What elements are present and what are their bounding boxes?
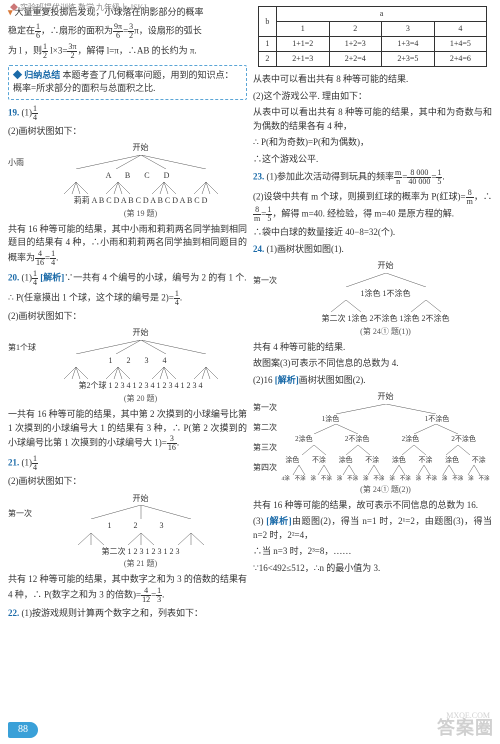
q21b: (2)画树状图如下： [8,475,247,489]
q21: 21. (1)14 [8,455,247,472]
q20: 20. (1)14 [解析]∵一共有 4 个编号的小球，编号为 2 的有 1 个… [8,270,247,287]
solution-text: 为 l ，则12 l×3=3π2，解得 l=π，∴AB 的长约为 π. [8,43,247,60]
q24b: 共有 4 种等可能的结果. [253,341,492,355]
q24i: ∴当 n=3 时，2³=8，…… [253,545,492,559]
page-header: ◆ 实验班提优训练 数学 九年级上 JSKJ [10,2,146,14]
page-body: ▾大量重复投掷后发现，小球落在阴影部分的概率 稳定在16，∴扇形的面积为9π6=… [0,0,500,744]
q23c: ∴袋中白球的数量接近 40−8=32(个). [253,226,492,240]
q23b: (2)设袋中共有 m 个球，则摸到红球的概率为 P(红球)=8m，∴8m=15，… [253,189,492,223]
tree-24a: 开始 第一次 1涂色 1不涂色 第二次 1涂色 2不涂色 1涂色 2不涂色 (第… [253,259,492,338]
q24: 24. (1)画树状图如图(1). [253,243,492,257]
r5: ∴这个游戏公平. [253,153,492,167]
tree-24b: 开始 第一次 1涂色1不涂色 第二次 2涂色2不涂色2涂色2不涂色 第三次 涂色… [253,390,492,495]
q24f: 共有 16 种等可能的结果，故可表示不同信息的总数为 16. [253,499,492,513]
q24c: 故图案(3)可表示不同信息的总数为 4. [253,357,492,371]
r2: (2)这个游戏公平. 理由如下： [253,90,492,104]
q22: 22. (1)按游戏规则计算两个数字之和，列表如下： [8,607,247,621]
q20e: 一共有 16 种等可能的结果，其中第 2 次摸到的小球编号比第 1 次摸到的小球… [8,408,247,452]
right-column: ba 1234 11+1=21+2=31+3=41+4=5 22+1=32+2=… [253,6,492,714]
q21c: 共有 12 种等可能的结果，其中数字之和为 3 的倍数的结果有 4 种，∴ P(… [8,573,247,604]
r1: 从表中可以看出共有 8 种等可能的结果. [253,73,492,87]
tree-20: 开始 第1个球 1 2 3 4 第2个球 1 2 3 4 1 2 3 4 1 2… [8,326,247,405]
page-number: 88 [8,722,38,738]
q20c: ∴ P(任意摸出 1 个球，这个球的编号是 2)=14. [8,290,247,307]
tree-19: 开始 小雨 A B C D 莉莉 A B C D A B C D A B C D… [8,141,247,220]
q24j: ∵16<492≤512，∴n 的最小值为 3. [253,562,492,576]
r4: ∴ P(和为奇数)=P(和为偶数)， [253,136,492,150]
q19-part2: (2)画树状图如下： [8,125,247,139]
left-column: ▾大量重复投掷后发现，小球落在阴影部分的概率 稳定在16，∴扇形的面积为9π6=… [8,6,247,714]
sum-table: ba 1234 11+1=21+2=31+3=41+4=5 22+1=32+2=… [258,6,487,67]
q24de: (2)16 [解析]画树状图如图(2). [253,374,492,388]
r3: 从表中可以看出共有 8 种等可能的结果，其中和为奇数与和为偶数的结果各有 4 种… [253,106,492,133]
q23: 23. (1)参加此次活动得到玩具的频率mn=8 00040 000=15. [253,169,492,186]
q19-text: 共有 16 种等可能的结果，其中小雨和莉莉两名同学抽到相同题目的结果有 4 种，… [8,223,247,267]
watermark: 答案圈 [437,715,494,742]
solution-text: 稳定在16，∴扇形的面积为9π6=32π，设扇形的弧长 [8,23,247,40]
q24gh: (3) [解析]由题图(2)，得当 n=1 时，2¹=2，由题图(3)，得当 n… [253,515,492,542]
summary-label: ◆ 归纳总结 [13,70,60,80]
summary-box: ◆ 归纳总结 本题考查了几何概率问题，用到的知识点：概率=所求部分的面积与总面积… [8,65,247,100]
tree-21: 开始 第一次 1 2 3 第二次 1 2 3 1 2 3 1 2 3 (第 21… [8,492,247,571]
q19: 19. (1)14 [8,105,247,122]
q20d: (2)画树状图如下： [8,310,247,324]
